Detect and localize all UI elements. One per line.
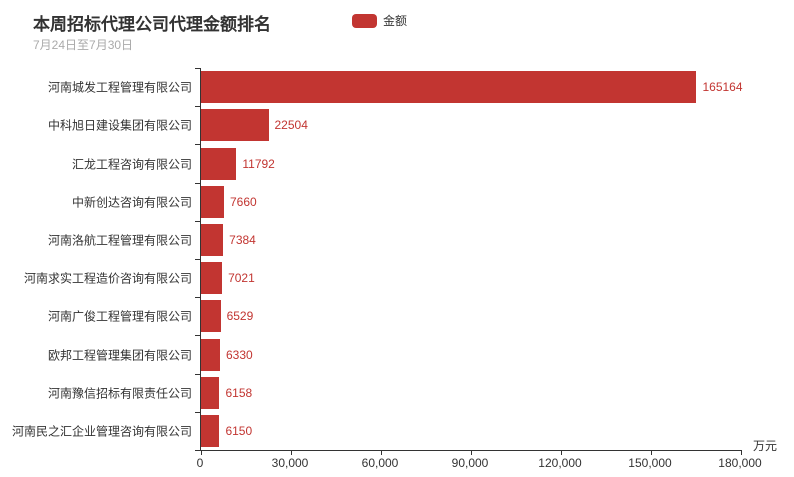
bar-0[interactable] [201, 71, 697, 104]
chart-subtitle: 7月24日至7月30日 [33, 38, 134, 52]
x-axis-tick [741, 450, 742, 455]
y-axis-tick [195, 411, 201, 413]
legend-marker-icon [352, 13, 377, 28]
x-axis-tick-label: 180,000 [718, 456, 762, 470]
bar-5[interactable] [201, 262, 223, 295]
bar-value-label: 7660 [229, 194, 257, 209]
x-axis-tick [381, 450, 382, 455]
category-label: 欧邦工程管理集团有限公司 [47, 348, 192, 362]
x-axis-tick-label: 60,000 [361, 456, 399, 470]
y-axis-tick [195, 259, 201, 260]
x-axis-tick-label: 30,000 [271, 456, 309, 470]
bar-2[interactable] [201, 147, 237, 180]
category-label: 河南城发工程管理有限公司 [47, 80, 192, 95]
category-label: 中科旭日建设集团有限公司 [47, 118, 192, 133]
bar-8[interactable] [201, 376, 220, 409]
x-axis-tick-label: 0 [196, 456, 204, 470]
bar-value-label: 6158 [225, 385, 253, 400]
y-axis-tick [195, 106, 201, 108]
x-axis-tick-label: 150,000 [628, 456, 672, 470]
y-axis-tick [195, 220, 201, 222]
plot-area: 165164 22504 11792 7660 7384 7021 6529 6330 6158… [195, 68, 743, 455]
bar-value-label: 7021 [228, 271, 255, 286]
bar-value-label: 11792 [242, 156, 275, 171]
bar-1[interactable] [201, 109, 269, 142]
y-axis-tick [195, 335, 201, 337]
x-axis-tick [471, 450, 472, 455]
y-axis-tick [195, 68, 201, 69]
x-axis-tick [651, 450, 652, 455]
x-axis-tick [561, 450, 562, 455]
chart-title: 本周招标代理公司代理金额排名 [33, 15, 271, 34]
y-axis-tick [195, 297, 201, 299]
x-axis-tick [291, 450, 292, 455]
bar-value-label: 7384 [229, 232, 256, 247]
y-axis-tick [195, 450, 201, 451]
bar-value-label: 6330 [225, 347, 253, 362]
x-axis-tick-label: 90,000 [451, 456, 489, 470]
y-axis-tick [195, 144, 201, 146]
category-label: 河南民之汇企业管理咨询有限公司 [11, 424, 192, 439]
category-label: 汇龙工程咨询有限公司 [71, 157, 192, 171]
legend-item-amount[interactable]: 金额 [352, 12, 407, 29]
legend-label: 金额 [383, 14, 408, 28]
x-axis-tick [201, 450, 202, 455]
x-axis-tick-label: 120,000 [538, 456, 582, 470]
bar-value-label: 165164 [702, 80, 743, 95]
x-axis-unit-label: 万元 [753, 439, 778, 453]
y-axis-tick [195, 182, 201, 184]
y-axis-tick [195, 373, 201, 375]
category-label: 中新创达咨询有限公司 [71, 195, 192, 210]
category-label: 河南求实工程造价咨询有限公司 [23, 271, 192, 286]
bar-value-label: 6529 [226, 309, 254, 324]
bar-value-label: 6150 [225, 423, 253, 438]
bar-3[interactable] [201, 185, 224, 218]
bar-6[interactable] [201, 300, 221, 333]
bar-value-label: 22504 [274, 118, 308, 133]
bar-9[interactable] [201, 414, 220, 447]
category-label: 河南广俊工程管理有限公司 [47, 309, 192, 324]
bar-7[interactable] [201, 338, 220, 371]
category-label: 河南豫信招标有限责任公司 [47, 386, 192, 401]
bar-4[interactable] [201, 223, 224, 256]
category-label: 河南洛航工程管理有限公司 [47, 233, 192, 248]
